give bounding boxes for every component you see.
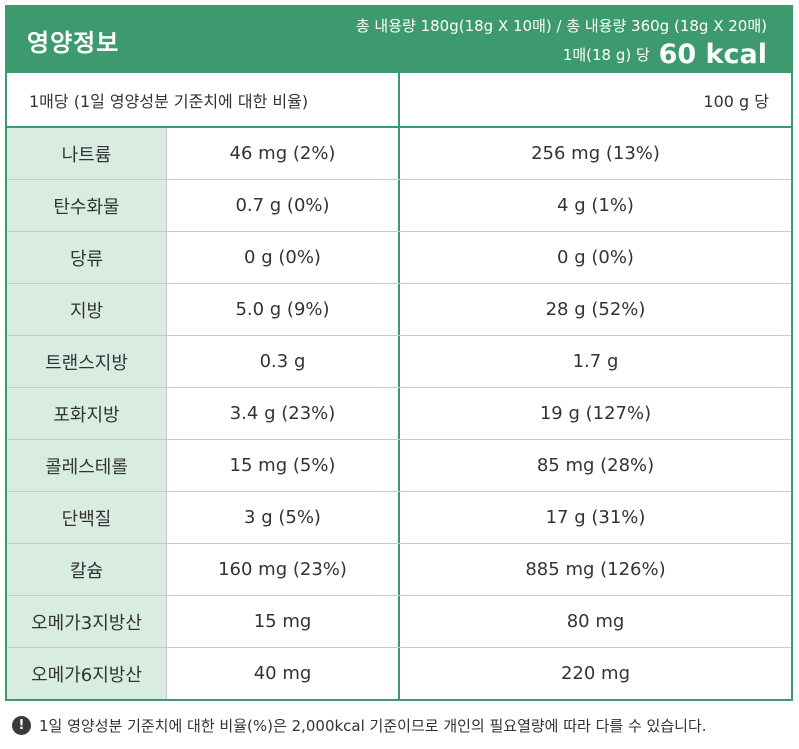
nutrient-name: 나트륨: [7, 128, 167, 179]
table-row: 칼슘 160 mg (23%) 885 mg (126%): [7, 544, 791, 596]
per-serving-value: 5.0 g (9%): [167, 284, 400, 335]
table-row: 오메가6지방산 40 mg 220 mg: [7, 648, 791, 701]
exclamation-icon: !: [12, 716, 31, 735]
nutrient-name: 당류: [7, 232, 167, 283]
per-serving-value: 160 mg (23%): [167, 544, 400, 595]
serving-size-label: 1매(18 g) 당: [562, 46, 650, 64]
nutrient-name: 콜레스테롤: [7, 440, 167, 491]
per-serving-value: 15 mg (5%): [167, 440, 400, 491]
per-serving-value: 3.4 g (23%): [167, 388, 400, 439]
per-100g-header: 100 g 당: [703, 91, 769, 111]
per-serving-value: 15 mg: [167, 596, 400, 647]
per-100g-value: 256 mg (13%): [531, 143, 660, 164]
calories-value: 60 kcal: [658, 39, 767, 70]
nutrient-rows: 나트륨 46 mg (2%) 256 mg (13%) 탄수화물 0.7 g (0%) 4…: [7, 128, 791, 701]
table-subheader: 1매당 (1일 영양성분 기준치에 대한 비율) 100 g 당: [7, 73, 791, 128]
nutrient-name: 지방: [7, 284, 167, 335]
table-row: 콜레스테롤 15 mg (5%) 85 mg (28%): [7, 440, 791, 492]
table-row: 트랜스지방 0.3 g 1.7 g: [7, 336, 791, 388]
per-serving-value: 0.3 g: [167, 336, 400, 387]
serving-calories: 1매(18 g) 당 60 kcal: [563, 39, 767, 70]
per-100g-value: 220 mg: [560, 663, 631, 684]
per-serving-value: 3 g (5%): [167, 492, 400, 543]
per-100g-value: 4 g (1%): [557, 195, 634, 216]
nutrition-table: 1매당 (1일 영양성분 기준치에 대한 비율) 100 g 당 나트륨 46 m…: [5, 73, 793, 701]
footnote-text: 1일 영양성분 기준치에 대한 비율(%)은 2,000kcal 기준이므로 개…: [39, 717, 707, 735]
per-100g-value: 1.7 g: [572, 351, 619, 372]
table-row: 포화지방 3.4 g (23%) 19 g (127%): [7, 388, 791, 440]
per-serving-value: 0 g (0%): [167, 232, 400, 283]
nutrient-name: 오메가6지방산: [7, 648, 167, 699]
table-row: 탄수화물 0.7 g (0%) 4 g (1%): [7, 180, 791, 232]
per-100g-value: 85 mg (28%): [536, 455, 655, 476]
per-100g-value: 28 g (52%): [545, 299, 646, 320]
per-serving-value: 46 mg (2%): [167, 128, 400, 179]
per-100g-value: 0 g (0%): [557, 247, 634, 268]
per-100g-value: 19 g (127%): [539, 403, 652, 424]
total-content-text: 총 내용량 180g(18g X 10매) / 총 내용량 360g (18g …: [355, 17, 767, 35]
per-100g-value: 885 mg (126%): [525, 559, 666, 580]
table-row: 단백질 3 g (5%) 17 g (31%): [7, 492, 791, 544]
table-row: 오메가3지방산 15 mg 80 mg: [7, 596, 791, 648]
nutrient-name: 트랜스지방: [7, 336, 167, 387]
nutrient-name: 칼슘: [7, 544, 167, 595]
nutrient-name: 오메가3지방산: [7, 596, 167, 647]
per-100g-value: 17 g (31%): [545, 507, 646, 528]
nutrient-name: 탄수화물: [7, 180, 167, 231]
per-serving-value: 40 mg: [167, 648, 400, 699]
table-row: 나트륨 46 mg (2%) 256 mg (13%): [7, 128, 791, 180]
nutrient-name: 포화지방: [7, 388, 167, 439]
per-serving-value: 0.7 g (0%): [167, 180, 400, 231]
nutrition-header: 영양정보 총 내용량 180g(18g X 10매) / 총 내용량 360g …: [5, 5, 793, 73]
table-row: 지방 5.0 g (9%) 28 g (52%): [7, 284, 791, 336]
page-title: 영양정보: [27, 29, 120, 57]
footnote: ! 1일 영양성분 기준치에 대한 비율(%)은 2,000kcal 기준이므로…: [12, 715, 707, 736]
per-serving-header: 1매당 (1일 영양성분 기준치에 대한 비율): [7, 73, 400, 126]
nutrient-name: 단백질: [7, 492, 167, 543]
per-100g-value: 80 mg: [566, 611, 625, 632]
table-row: 당류 0 g (0%) 0 g (0%): [7, 232, 791, 284]
